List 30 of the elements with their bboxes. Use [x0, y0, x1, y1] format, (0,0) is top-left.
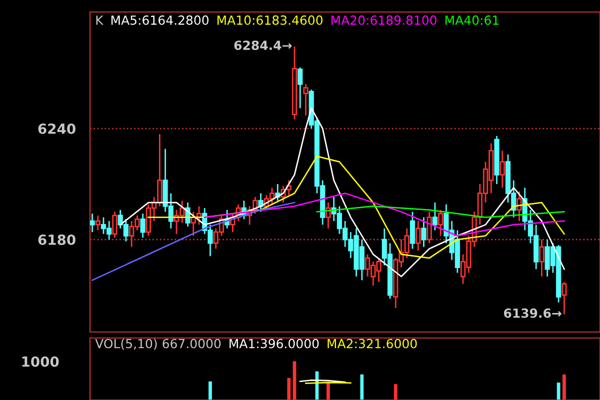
- line-series: [92, 202, 296, 281]
- bar: [287, 378, 291, 400]
- candlestick: [416, 220, 421, 252]
- text: MA1:396.0000: [230, 338, 319, 348]
- bar: [556, 382, 560, 400]
- candlestick: [421, 216, 426, 248]
- line-series: [316, 206, 565, 218]
- text: MA20:6189.8100: [332, 15, 436, 25]
- annotation: 6139.6→: [504, 308, 562, 318]
- annotation: K: [96, 16, 104, 25]
- text: MA5:6164.2800: [111, 15, 209, 25]
- text: MA40:61: [446, 15, 498, 25]
- line-series: [204, 192, 565, 237]
- y-tick-label: 6180: [38, 234, 76, 245]
- bar: [326, 382, 330, 400]
- bar: [208, 381, 212, 400]
- candlestick: [500, 150, 505, 188]
- bar: [394, 384, 398, 400]
- bar: [562, 374, 566, 400]
- candlestick: [90, 212, 95, 233]
- annotation: 6284.4→: [234, 40, 292, 50]
- text: MA10:6183.4600: [218, 15, 323, 25]
- text: 1000: [22, 356, 59, 367]
- text: MA2:321.6000: [328, 338, 417, 348]
- text: VOL(5,10) 667.0000: [95, 338, 221, 350]
- y-tick-label: 6240: [38, 124, 76, 134]
- candlestick: [95, 214, 100, 231]
- candlestick: [326, 202, 331, 230]
- bar: [360, 374, 364, 400]
- candlestick: [539, 238, 544, 278]
